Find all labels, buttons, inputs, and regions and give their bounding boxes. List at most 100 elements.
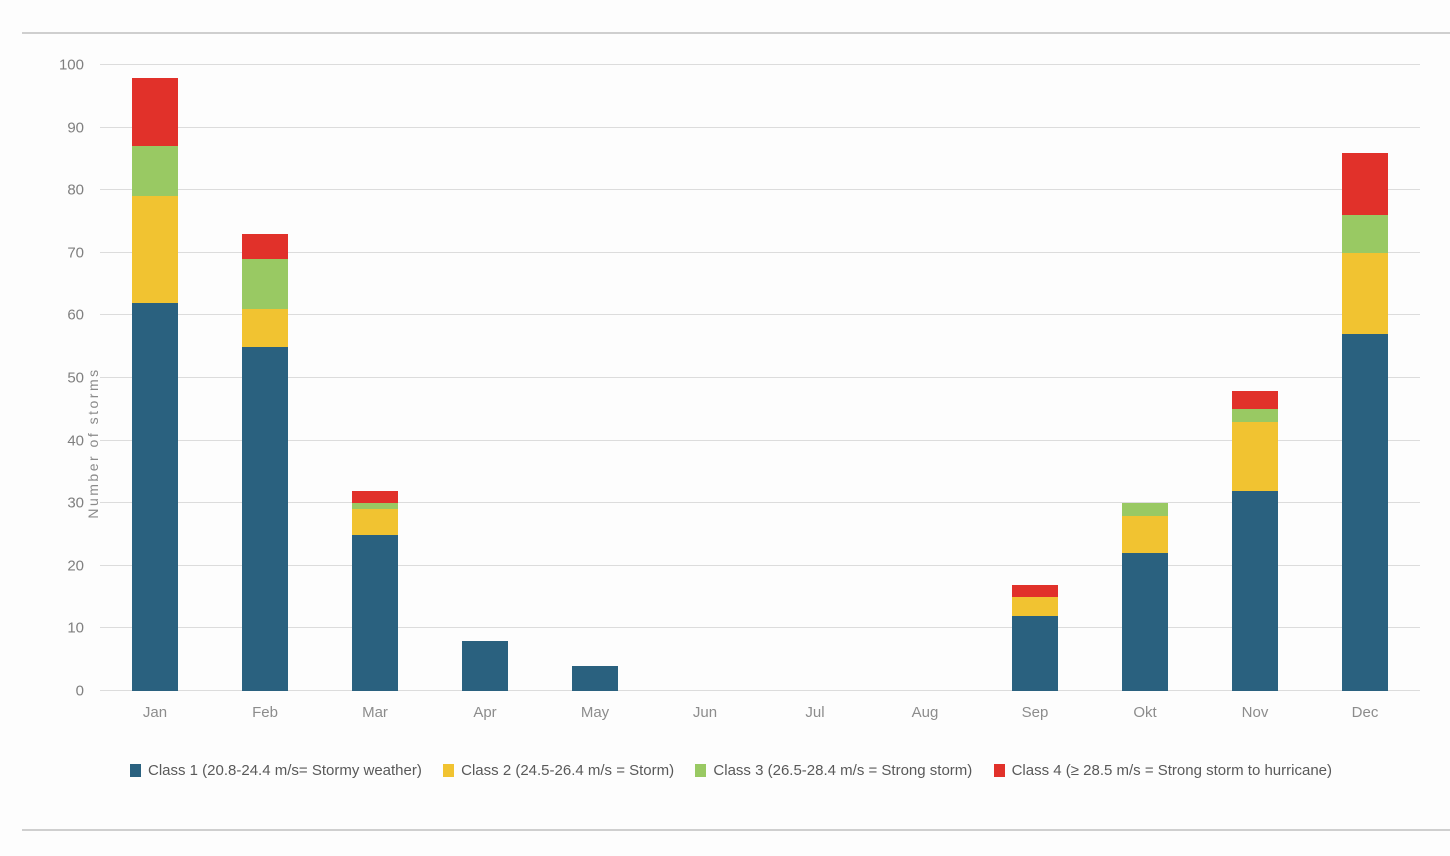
month-slot: Okt — [1090, 65, 1200, 721]
legend-swatch — [130, 764, 141, 777]
bar — [132, 65, 178, 691]
bar-segment — [242, 309, 288, 347]
gridline — [100, 627, 1420, 629]
bar — [1012, 65, 1058, 691]
bar-segment — [132, 302, 178, 691]
month-slot: Jan — [100, 65, 210, 721]
legend-swatch — [993, 764, 1005, 777]
bar-segment — [1012, 597, 1058, 616]
bar — [572, 65, 618, 691]
y-tick-label: 40 — [67, 432, 84, 450]
y-tick-label: 100 — [58, 56, 84, 74]
bar — [682, 65, 728, 691]
bar-segment — [1122, 503, 1168, 516]
bar-segment — [1232, 390, 1278, 410]
bar-segment — [572, 665, 618, 691]
bar — [1342, 65, 1388, 691]
month-slot: Jul — [760, 65, 870, 721]
bar-segment — [462, 640, 508, 691]
legend-swatch — [443, 764, 455, 777]
bar-segment — [242, 234, 288, 260]
y-tick-label: 30 — [67, 494, 84, 512]
legend-label: Class 2 (24.5-26.4 m/s = Storm) — [461, 762, 675, 779]
bar — [1232, 65, 1278, 691]
legend-item: Class 1 (20.8-24.4 m/s= Stormy weather) — [130, 762, 422, 779]
x-tick-label: Dec — [1351, 704, 1379, 721]
top-border-line — [22, 32, 1450, 34]
legend-swatch — [695, 764, 707, 777]
month-slot: Jun — [650, 65, 760, 721]
legend-label: Class 1 (20.8-24.4 m/s= Stormy weather) — [148, 762, 422, 779]
x-tick-label: Sep — [1021, 704, 1049, 721]
x-tick-label: Feb — [252, 704, 278, 721]
bar-segment — [352, 490, 398, 504]
bar — [902, 65, 948, 691]
bar — [352, 65, 398, 691]
bar-segment — [1122, 553, 1168, 691]
legend-label: Class 4 (≥ 28.5 m/s = Strong storm to hu… — [1011, 762, 1332, 779]
y-tick-label: 60 — [67, 306, 84, 324]
legend-item: Class 3 (26.5-28.4 m/s = Strong storm) — [695, 762, 972, 779]
bar-segment — [352, 534, 398, 691]
bar-segment — [1122, 515, 1168, 554]
y-tick-label: 10 — [67, 619, 84, 637]
bar-segment — [1232, 409, 1278, 422]
x-tick-label: Jul — [805, 704, 825, 721]
legend-item: Class 4 (≥ 28.5 m/s = Strong storm to hu… — [993, 762, 1332, 779]
bar-segment — [1232, 490, 1278, 691]
legend: Class 1 (20.8-24.4 m/s= Stormy weather) C… — [130, 762, 1332, 779]
x-tick-label: Apr — [473, 704, 497, 721]
legend-item: Class 2 (24.5-26.4 m/s = Storm) — [443, 762, 674, 779]
gridline — [100, 126, 1420, 128]
plot-area: Number of storms 0 10 20 30 40 50 60 70 80 90 100 … — [59, 58, 1420, 721]
bar-segment — [352, 509, 398, 535]
bar-segment — [1232, 421, 1278, 491]
x-tick-label: Jan — [142, 704, 168, 721]
month-slot: Apr — [430, 65, 540, 721]
gridline — [100, 377, 1420, 378]
gridline — [100, 314, 1420, 316]
gridline — [100, 502, 1420, 504]
bar — [1122, 65, 1168, 691]
x-tick-label: Okt — [1133, 704, 1157, 721]
x-tick-label: Aug — [911, 704, 939, 721]
bar-segment — [1342, 152, 1388, 216]
month-slot: Dec — [1310, 65, 1420, 721]
y-tick-label: 20 — [67, 557, 84, 575]
y-tick-label: 50 — [67, 369, 84, 387]
month-slot: Mar — [320, 65, 430, 721]
month-slot: Aug — [870, 65, 980, 721]
x-tick-label: May — [580, 704, 610, 721]
bar-segment — [132, 146, 178, 197]
bar-segment — [1012, 615, 1058, 691]
gridline — [100, 64, 1420, 65]
bar-segment — [242, 259, 288, 310]
bar-segment — [1342, 252, 1388, 335]
bar-segment — [1012, 584, 1058, 598]
bar-segment — [132, 77, 178, 147]
bottom-border-line — [22, 829, 1450, 831]
bar-segment — [132, 196, 178, 303]
gridline — [100, 564, 1420, 566]
y-tick-label: 70 — [67, 244, 84, 262]
bar-segment — [1342, 334, 1388, 691]
month-slot: May — [540, 65, 650, 721]
bar-segment — [1342, 215, 1388, 253]
x-tick-label: Mar — [362, 704, 388, 721]
gridline — [100, 251, 1420, 253]
y-tick-label: 90 — [67, 119, 84, 137]
month-slot: Feb — [210, 65, 320, 721]
gridline — [100, 189, 1420, 191]
bar-segment — [242, 346, 288, 691]
month-slot: Nov — [1200, 65, 1310, 721]
x-tick-label: Nov — [1241, 704, 1269, 721]
legend-label: Class 3 (26.5-28.4 m/s = Strong storm) — [713, 762, 973, 779]
y-tick-label: 0 — [75, 682, 84, 700]
bars-layer: Jan Feb Mar Apr May Jun Jul Aug Sep Okt Nov Dec — [100, 65, 1420, 721]
bar — [462, 65, 508, 691]
bar — [792, 65, 838, 691]
x-tick-label: Jun — [692, 704, 718, 721]
gridline — [100, 690, 1420, 691]
bar — [242, 65, 288, 691]
gridline — [100, 439, 1420, 441]
